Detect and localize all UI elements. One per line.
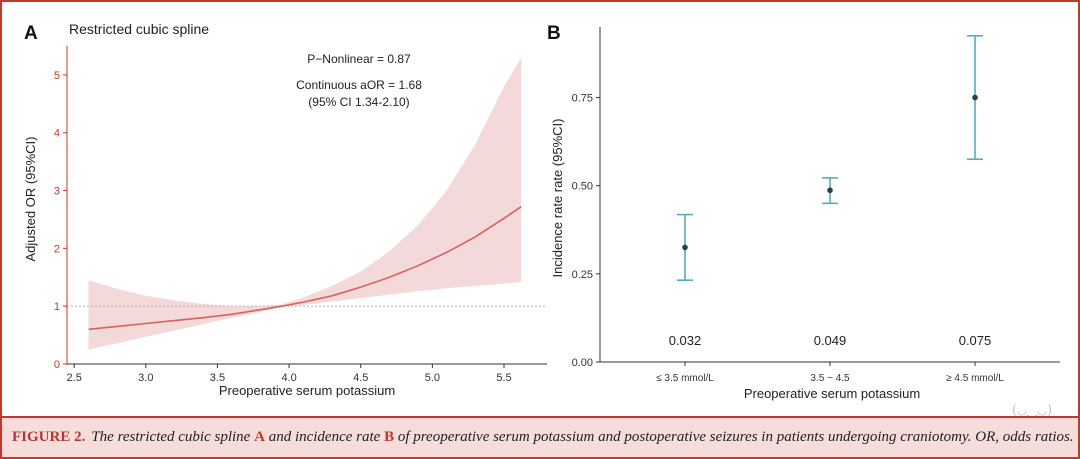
panel-a-title: Restricted cubic spline <box>69 21 209 37</box>
x-tick-label: 4.5 <box>353 372 368 384</box>
aor-annotation: Continuous aOR = 1.68 <box>296 78 422 92</box>
y-tick-label: 0 <box>54 359 60 371</box>
y-tick-label: 0.75 <box>572 93 593 105</box>
confidence-band <box>88 57 522 350</box>
data-point <box>682 244 688 251</box>
panel-a-letter: A <box>24 23 38 44</box>
x-tick-label: ≤ 3.5 mmol/L <box>656 373 714 384</box>
y-tick-label: 5 <box>54 70 60 82</box>
panel-a-x-label: Preoperative serum potassium <box>219 383 395 398</box>
y-axis-ticks: 0 1 2 3 4 5 <box>54 70 67 371</box>
caption-text-2: and incidence rate <box>264 429 385 445</box>
y-tick-label: 0.50 <box>572 181 593 193</box>
x-tick-label: 3.0 <box>138 372 153 384</box>
data-point <box>827 187 833 194</box>
y-axis-ticks: 0.00 0.25 0.50 0.75 <box>572 93 600 369</box>
y-tick-label: 0.00 <box>572 357 593 369</box>
caption-text-1: The restricted cubic spline <box>91 429 255 445</box>
data-point <box>972 94 978 101</box>
caption-ref-b: B <box>384 429 395 445</box>
rate-label: 0.075 <box>959 333 992 348</box>
caption-ref-a: A <box>254 429 265 445</box>
spline-curve <box>88 206 522 331</box>
y-tick-label: 4 <box>54 128 60 140</box>
x-tick-label: 2.5 <box>67 372 82 384</box>
rate-label: 0.049 <box>814 333 847 348</box>
caption-text-3: of preoperative serum potassium and post… <box>394 429 1074 445</box>
x-tick-label: 3.5 <box>210 372 225 384</box>
x-axis-ticks: ≤ 3.5 mmol/L 3.5 ~ 4.5 ≥ 4.5 mmol/L <box>656 362 1004 384</box>
panel-b-y-label: Incidence rate rate (95%CI) <box>550 119 565 278</box>
y-tick-label: 1 <box>54 301 60 313</box>
panel-b-x-label: Preoperative serum potassium <box>744 386 920 401</box>
x-tick-label: 3.5 ~ 4.5 <box>810 373 850 384</box>
ci-annotation: (95% CI 1.34-2.10) <box>308 95 409 109</box>
panel-b-letter: B <box>547 23 561 44</box>
y-tick-label: 3 <box>54 186 60 198</box>
rate-label: 0.032 <box>669 333 702 348</box>
error-bars: 0.032 0.049 0.075 <box>669 35 992 348</box>
x-tick-label: ≥ 4.5 mmol/L <box>946 373 1004 384</box>
panel-a: A Restricted cubic spline P−Nonlinear = … <box>23 21 547 398</box>
caption-label: FIGURE 2. <box>12 429 86 445</box>
x-tick-label: 4.0 <box>281 372 296 384</box>
p-nonlinear-annotation: P−Nonlinear = 0.87 <box>307 52 411 66</box>
watermark-icon: (◡‿◡) <box>1012 403 1052 417</box>
charts-area: A Restricted cubic spline P−Nonlinear = … <box>23 21 1060 401</box>
panel-b: B 0.00 0.25 0.50 0.75 ≤ 3.5 mmol/L 3.5 ~ 4.5… <box>547 23 1060 401</box>
panel-a-y-label: Adjusted OR (95%CI) <box>23 137 38 262</box>
caption-bar: FIGURE 2. The restricted cubic spline A a… <box>2 416 1078 457</box>
y-tick-label: 0.25 <box>572 269 593 281</box>
x-tick-label: 5.0 <box>425 372 440 384</box>
y-tick-label: 2 <box>54 243 60 255</box>
figure-caption: FIGURE 2. The restricted cubic spline A a… <box>12 429 1074 446</box>
x-tick-label: 5.5 <box>496 372 511 384</box>
x-axis-ticks: 2.5 3.0 3.5 4.0 4.5 5.0 5.5 <box>67 364 512 384</box>
